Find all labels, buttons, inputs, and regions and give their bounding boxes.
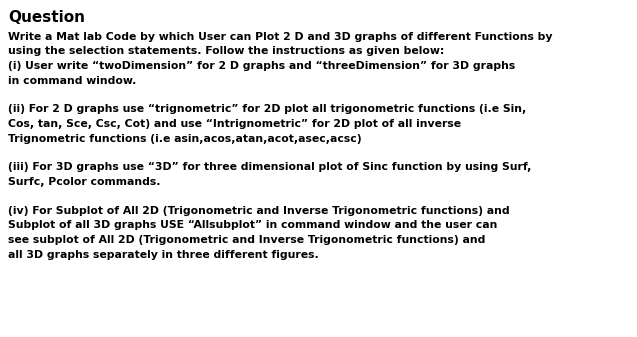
Text: all 3D graphs separately in three different figures.: all 3D graphs separately in three differ… bbox=[8, 249, 318, 259]
Text: Question: Question bbox=[8, 10, 85, 25]
Text: (iv) For Subplot of All 2D (Trigonometric and Inverse Trigonometric functions) a: (iv) For Subplot of All 2D (Trigonometri… bbox=[8, 206, 510, 216]
Text: using the selection statements. Follow the instructions as given below:: using the selection statements. Follow t… bbox=[8, 47, 445, 57]
Text: in command window.: in command window. bbox=[8, 75, 136, 86]
Text: Cos, tan, Sce, Csc, Cot) and use “Intrignometric” for 2D plot of all inverse: Cos, tan, Sce, Csc, Cot) and use “Intrig… bbox=[8, 119, 461, 129]
Text: Subplot of all 3D graphs USE “Allsubplot” in command window and the user can: Subplot of all 3D graphs USE “Allsubplot… bbox=[8, 220, 497, 231]
Text: Trignometric functions (i.e asin,acos,atan,acot,asec,acsc): Trignometric functions (i.e asin,acos,at… bbox=[8, 133, 362, 144]
Text: Write a Mat lab Code by which User can Plot 2 D and 3D graphs of different Funct: Write a Mat lab Code by which User can P… bbox=[8, 32, 552, 42]
Text: (i) User write “twoDimension” for 2 D graphs and “threeDimension” for 3D graphs: (i) User write “twoDimension” for 2 D gr… bbox=[8, 61, 515, 71]
Text: Surfc, Pcolor commands.: Surfc, Pcolor commands. bbox=[8, 177, 161, 187]
Text: (ii) For 2 D graphs use “trignometric” for 2D plot all trigonometric functions (: (ii) For 2 D graphs use “trignometric” f… bbox=[8, 104, 526, 115]
Text: (iii) For 3D graphs use “3D” for three dimensional plot of Sinc function by usin: (iii) For 3D graphs use “3D” for three d… bbox=[8, 162, 531, 173]
Text: see subplot of All 2D (Trigonometric and Inverse Trigonometric functions) and: see subplot of All 2D (Trigonometric and… bbox=[8, 235, 485, 245]
